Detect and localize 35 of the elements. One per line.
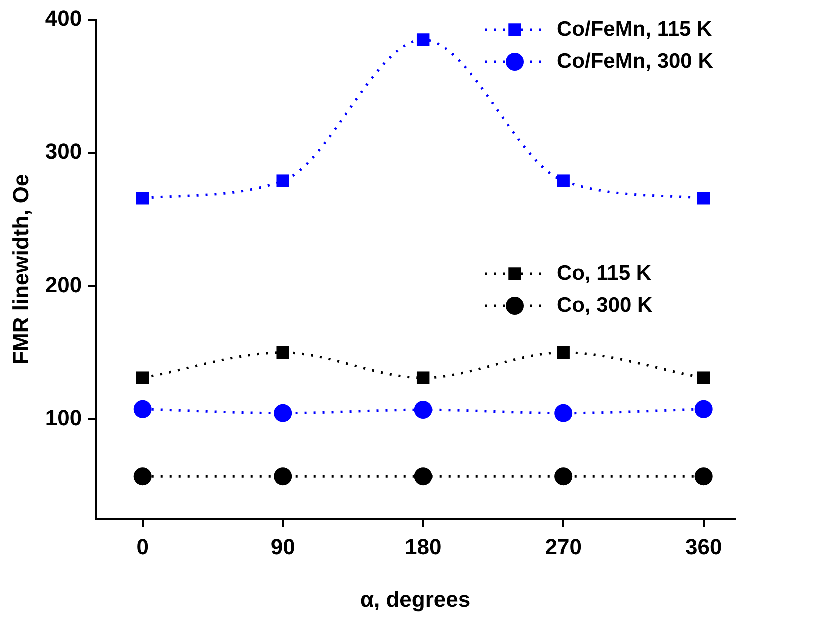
point [557,174,570,188]
point [557,346,570,360]
point [694,400,713,418]
y-tick-label: 100 [45,405,82,430]
point [134,468,152,486]
point [274,468,292,486]
point [276,174,290,188]
y-axis-title: FMR linewidth, Oe [8,174,34,365]
point [697,192,710,205]
point [276,346,290,360]
y-tick-label: 300 [45,139,82,164]
point [416,34,430,46]
point [136,192,150,205]
y-tick-label: 400 [45,6,82,32]
point [554,468,573,486]
x-tick-label: 360 [685,534,722,560]
legend-label: Co, 115 K [557,262,652,285]
point [697,372,710,384]
x-tick-label: 180 [404,534,442,560]
point [554,404,573,422]
x-tick-label: 90 [270,534,296,560]
point [136,372,150,384]
point [414,468,432,486]
y-tick-label: 200 [45,272,82,298]
x-tick-label: 270 [545,534,582,560]
point [414,401,432,420]
point [694,468,713,486]
point [134,400,152,418]
legend-label: Co/FeMn, 300 K [557,50,714,73]
x-tick-label: 0 [136,534,149,560]
point [416,372,430,384]
legend-label: Co, 300 K [557,294,653,317]
legend-label: Co/FeMn, 115 K [557,18,712,41]
point [274,404,292,422]
x-axis-title: α, degrees [360,586,471,612]
